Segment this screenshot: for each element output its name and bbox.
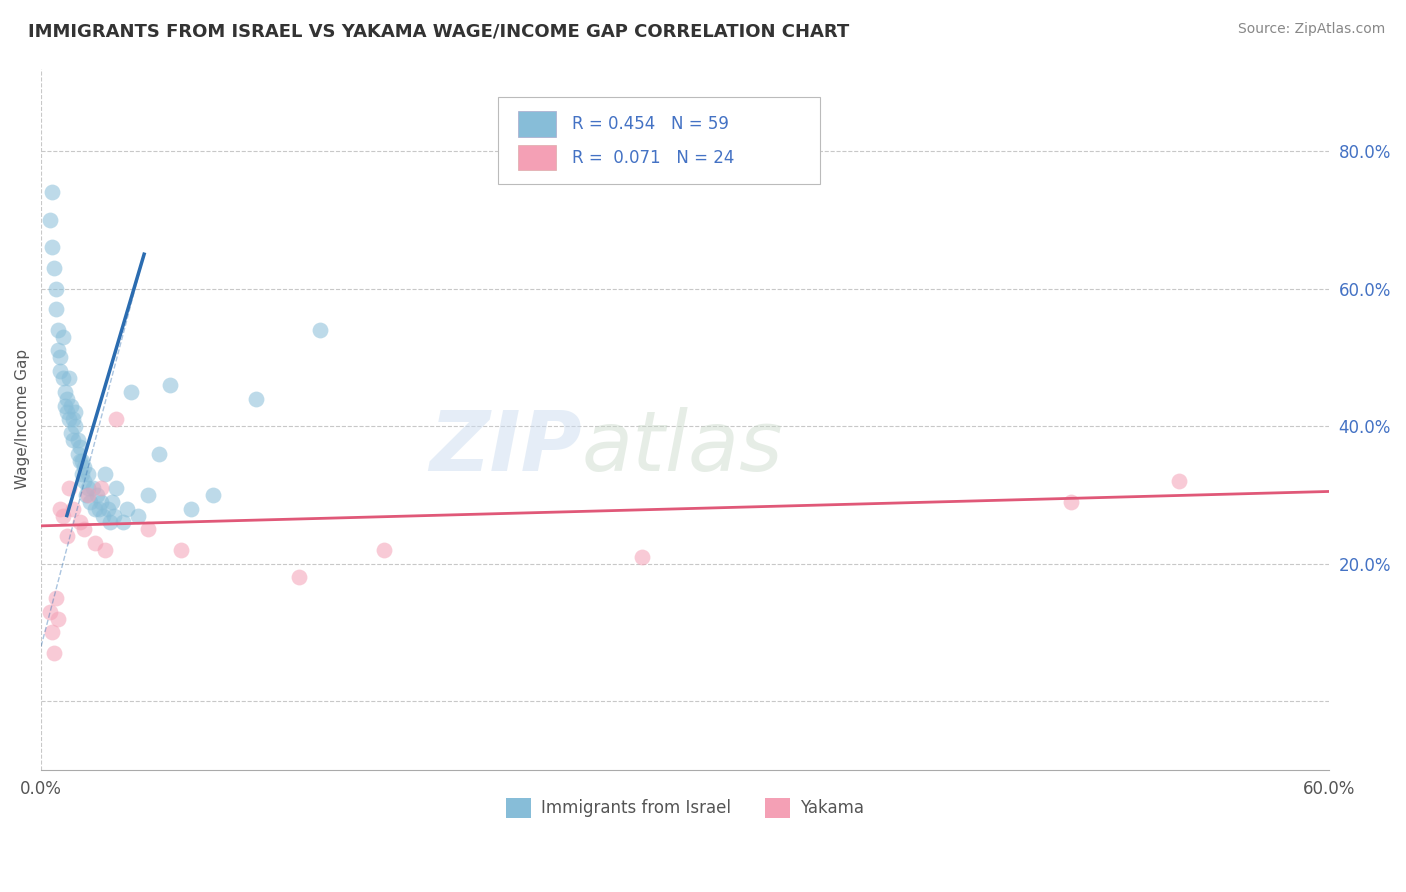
Point [159, 377, 181, 392]
Text: Source: ZipAtlas.com: Source: ZipAtlas.com [1237, 22, 1385, 37]
Point [42, 646, 65, 660]
Text: atlas: atlas [582, 407, 783, 488]
Point [75, 488, 97, 502]
FancyBboxPatch shape [517, 145, 557, 170]
Point [58, 412, 80, 426]
Point [631, 549, 654, 564]
Point [56, 392, 79, 406]
Point [42, 260, 65, 275]
Point [138, 488, 160, 502]
Point [58, 481, 80, 495]
Point [70, 453, 93, 467]
Text: ZIP: ZIP [429, 407, 582, 488]
Point [77, 488, 100, 502]
Point [69, 453, 91, 467]
Point [52, 330, 75, 344]
FancyBboxPatch shape [517, 112, 557, 136]
Point [46, 612, 69, 626]
Y-axis label: Wage/Income Gap: Wage/Income Gap [15, 349, 30, 490]
Point [62, 501, 84, 516]
Point [62, 412, 84, 426]
Point [373, 543, 395, 558]
Point [53, 399, 76, 413]
Point [69, 516, 91, 530]
Point [52, 371, 75, 385]
Point [69, 440, 91, 454]
Point [1167, 474, 1189, 488]
Point [287, 570, 309, 584]
Point [79, 495, 101, 509]
Point [77, 467, 100, 482]
Point [70, 467, 93, 482]
Legend: Immigrants from Israel, Yakama: Immigrants from Israel, Yakama [499, 791, 870, 825]
Point [58, 371, 80, 385]
Point [138, 522, 160, 536]
Point [53, 384, 76, 399]
Point [65, 419, 87, 434]
Point [169, 543, 191, 558]
Point [148, 447, 170, 461]
FancyBboxPatch shape [498, 96, 820, 185]
Point [94, 467, 117, 482]
Point [38, 212, 60, 227]
Point [65, 405, 87, 419]
Point [87, 501, 110, 516]
Text: R =  0.071   N = 24: R = 0.071 N = 24 [572, 149, 734, 167]
Text: IMMIGRANTS FROM ISRAEL VS YAKAMA WAGE/INCOME GAP CORRELATION CHART: IMMIGRANTS FROM ISRAEL VS YAKAMA WAGE/IN… [28, 22, 849, 40]
Point [73, 460, 96, 475]
Point [309, 323, 332, 337]
Point [83, 536, 105, 550]
Point [41, 240, 63, 254]
Point [41, 625, 63, 640]
Point [46, 323, 69, 337]
Point [49, 364, 72, 378]
Point [49, 501, 72, 516]
Point [180, 501, 202, 516]
Point [97, 501, 120, 516]
Point [201, 488, 224, 502]
Point [60, 425, 83, 440]
Point [41, 186, 63, 200]
Text: R = 0.454   N = 59: R = 0.454 N = 59 [572, 115, 728, 133]
Point [90, 481, 112, 495]
Point [1060, 495, 1083, 509]
Point [52, 508, 75, 523]
Point [82, 481, 104, 495]
Point [45, 591, 67, 605]
Point [62, 433, 84, 447]
Point [127, 508, 149, 523]
Point [105, 412, 128, 426]
Point [98, 516, 121, 530]
Point [105, 481, 128, 495]
Point [38, 605, 60, 619]
Point [245, 392, 267, 406]
Point [93, 508, 115, 523]
Point [66, 447, 89, 461]
Point [45, 302, 67, 317]
Point [56, 405, 79, 419]
Point [46, 343, 69, 358]
Point [103, 508, 125, 523]
Point [49, 351, 72, 365]
Point [115, 501, 138, 516]
Point [120, 384, 142, 399]
Point [56, 529, 79, 543]
Point [90, 495, 112, 509]
Point [111, 516, 134, 530]
Point [66, 433, 89, 447]
Point [60, 399, 83, 413]
Point [86, 488, 108, 502]
Point [94, 543, 117, 558]
Point [77, 481, 100, 495]
Point [101, 495, 124, 509]
Point [73, 522, 96, 536]
Point [45, 282, 67, 296]
Point [83, 501, 105, 516]
Point [73, 474, 96, 488]
